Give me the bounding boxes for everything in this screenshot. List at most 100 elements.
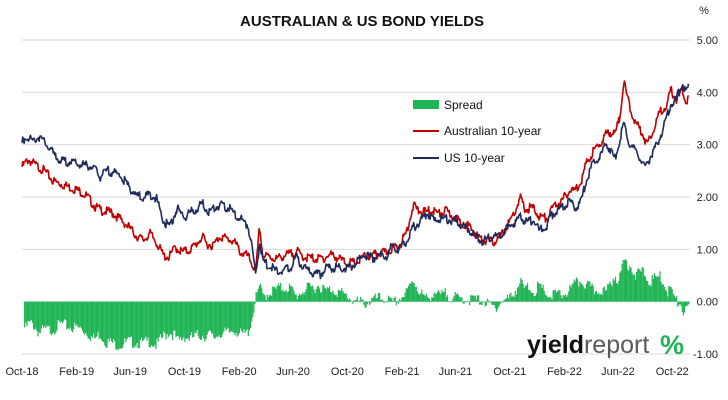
- spread-bar: [687, 301, 689, 306]
- spread-bar: [84, 301, 86, 335]
- spread-bar: [679, 301, 681, 305]
- spread-bar: [493, 301, 495, 305]
- spread-bar: [572, 282, 574, 302]
- spread-bar: [460, 297, 462, 302]
- spread-bar: [168, 301, 170, 336]
- legend-swatch-spread: [413, 100, 439, 109]
- spread-bar: [269, 295, 272, 302]
- spread-bar: [282, 289, 284, 302]
- spread-bar: [344, 293, 346, 302]
- spread-bar: [75, 301, 77, 326]
- spread-bar: [320, 292, 322, 302]
- spread-bar: [530, 291, 532, 302]
- y-tick-label: 0.00: [697, 297, 718, 309]
- spread-bar: [401, 297, 403, 302]
- spread-bar: [119, 301, 121, 349]
- spread-bar: [654, 275, 657, 302]
- x-tick-label: Oct-19: [168, 366, 201, 378]
- spread-bar: [600, 293, 602, 302]
- spread-bar: [180, 301, 183, 341]
- spread-bar: [293, 290, 295, 302]
- spread-bar: [108, 301, 110, 342]
- spread-bar: [27, 301, 29, 321]
- spread-bar: [194, 301, 196, 333]
- spread-bar: [666, 291, 668, 302]
- spread-bar: [204, 301, 206, 342]
- spread-bar: [660, 281, 662, 302]
- spread-bar: [514, 290, 516, 302]
- spread-bar: [353, 300, 355, 302]
- spread-bar: [234, 301, 236, 336]
- spread-bar: [441, 289, 443, 302]
- spread-bar: [66, 301, 68, 330]
- spread-bar: [101, 301, 104, 342]
- spread-bar: [218, 301, 220, 336]
- spread-bar: [486, 298, 489, 302]
- spread-bar: [248, 301, 251, 331]
- spread-bar: [220, 301, 223, 338]
- spread-bar: [139, 301, 141, 340]
- spread-bar: [502, 301, 504, 302]
- spread-bar: [551, 299, 553, 302]
- spread-bar: [662, 284, 664, 302]
- spread-bar: [623, 260, 625, 302]
- spread-bar: [406, 288, 409, 302]
- spread-bar: [26, 301, 28, 327]
- spread-bar: [346, 298, 348, 302]
- spread-bar: [539, 283, 541, 302]
- spread-bar: [334, 295, 336, 302]
- spread-bar: [144, 301, 146, 339]
- spread-bar: [41, 301, 44, 326]
- spread-bar: [452, 298, 454, 302]
- spread-bar: [289, 286, 292, 302]
- spread-bar: [99, 301, 101, 339]
- spread-bar: [264, 295, 266, 302]
- spread-bar: [669, 287, 671, 302]
- spread-bar: [336, 296, 338, 302]
- spread-bar: [35, 301, 37, 329]
- spread-bar: [529, 290, 531, 302]
- spread-bar: [377, 293, 380, 302]
- spread-bar: [520, 277, 522, 302]
- spread-bar: [612, 278, 614, 302]
- legend-label-spread: Spread: [444, 98, 483, 112]
- spread-bar: [505, 298, 508, 302]
- spread-bar: [475, 299, 477, 302]
- spread-bar: [238, 301, 241, 334]
- spread-bar: [330, 291, 332, 302]
- spread-bar: [519, 283, 521, 302]
- spread-bar: [197, 301, 199, 336]
- spread-bar: [644, 276, 647, 302]
- y-tick-label: 1.00: [697, 244, 718, 256]
- spread-bar: [133, 301, 135, 349]
- spread-bar: [115, 301, 117, 350]
- spread-bar: [205, 301, 207, 340]
- chart-title: AUSTRALIAN & US BOND YIELDS: [240, 13, 484, 30]
- x-tick-label: Oct-18: [5, 366, 38, 378]
- spread-bar: [674, 297, 677, 302]
- spread-bar: [284, 291, 286, 302]
- spread-bar: [534, 296, 536, 302]
- spread-bar: [555, 292, 558, 302]
- spread-bar: [449, 301, 451, 303]
- spread-bar: [417, 293, 420, 302]
- spread-bar: [213, 301, 215, 338]
- spread-bar: [437, 289, 440, 302]
- spread-bar: [188, 301, 190, 341]
- spread-bar: [635, 271, 638, 302]
- spread-bar: [148, 301, 150, 348]
- spread-bar: [657, 275, 659, 302]
- spread-bar: [350, 300, 352, 302]
- spread-bar: [391, 298, 393, 302]
- spread-bar: [217, 301, 219, 338]
- spread-bar: [361, 299, 363, 302]
- spread-bar: [104, 301, 106, 346]
- spread-bar: [124, 301, 126, 339]
- spread-bar: [503, 299, 505, 302]
- spread-bar: [80, 301, 83, 329]
- spread-bar: [77, 301, 79, 328]
- spread-bar: [184, 301, 186, 343]
- spread-bar: [120, 301, 123, 349]
- spread-bar: [488, 300, 490, 302]
